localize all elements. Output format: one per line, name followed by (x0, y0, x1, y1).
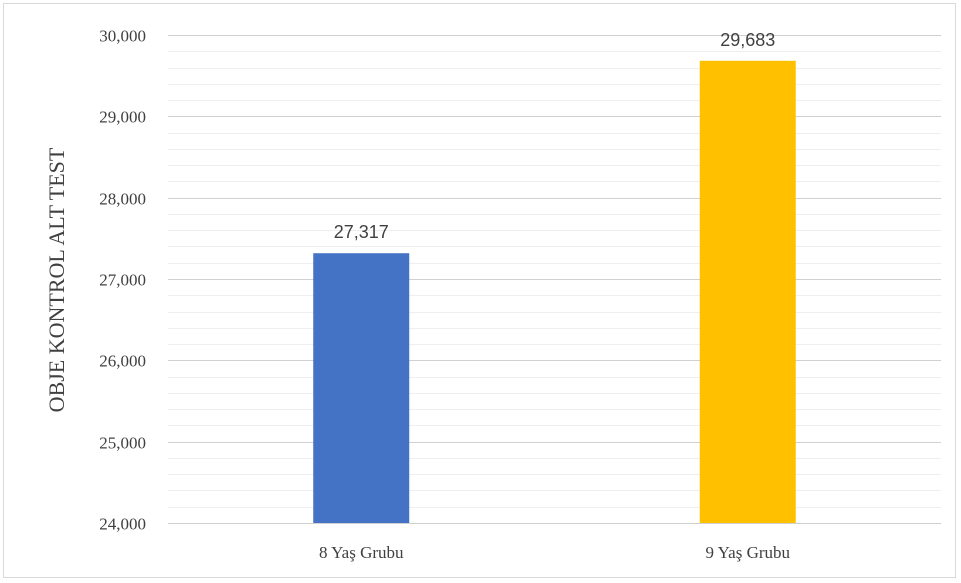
bar-1 (313, 253, 410, 523)
y-tick-label: 27,000 (99, 271, 146, 290)
y-tick-label: 25,000 (99, 434, 146, 453)
gridlines (168, 35, 941, 524)
bar-2 (699, 60, 796, 524)
data-label: 27,317 (334, 222, 389, 242)
bars (313, 60, 796, 524)
x-category-label: 9 Yaş Grubu (705, 543, 790, 562)
y-tick-label: 28,000 (99, 190, 146, 209)
labels: 24,000 25,000 26,000 27,000 28,000 29,000 30,0… (99, 27, 790, 563)
y-tick-label: 29,000 (99, 108, 146, 127)
x-category-label: 8 Yaş Grubu (319, 543, 404, 562)
chart-frame (3, 3, 956, 578)
y-tick-label: 26,000 (99, 352, 146, 371)
data-label: 29,683 (720, 30, 775, 50)
y-tick-label: 24,000 (99, 515, 146, 534)
y-tick-label: 30,000 (99, 27, 146, 46)
y-axis-title: OBJE KONTROL ALT TEST (44, 147, 69, 412)
